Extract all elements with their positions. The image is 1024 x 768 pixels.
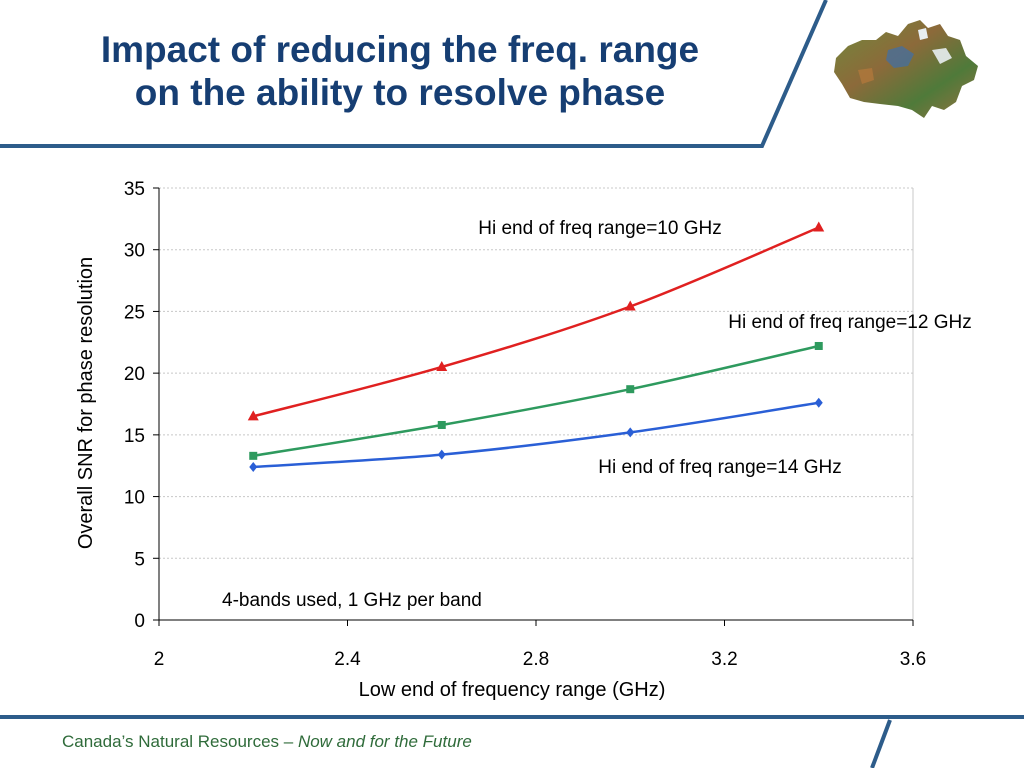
footer-rule bbox=[0, 715, 1024, 768]
point-s0-3 bbox=[813, 221, 825, 232]
header-rule bbox=[0, 0, 828, 148]
series-label-2: Hi end of freq range=14 GHz bbox=[598, 457, 841, 478]
y-tick-labels: 0 5 10 15 20 25 30 35 bbox=[124, 179, 145, 632]
x-tick-label-0: 2 bbox=[154, 649, 165, 670]
y-tick-label-0: 0 bbox=[134, 611, 145, 632]
annotation-0: 4-bands used, 1 GHz per band bbox=[222, 590, 482, 611]
y-tick-label-2: 10 bbox=[124, 488, 145, 509]
x-tick-label-4: 3.6 bbox=[900, 649, 926, 670]
point-s1-2 bbox=[626, 385, 635, 394]
canada-map-icon bbox=[834, 20, 978, 118]
x-tick-label-1: 2.4 bbox=[334, 649, 361, 670]
point-s2-3 bbox=[814, 397, 823, 408]
point-s2-0 bbox=[249, 461, 258, 472]
y-tick-label-6: 30 bbox=[124, 241, 145, 262]
x-tick-label-2: 2.8 bbox=[523, 649, 549, 670]
x-axis-label: Low end of frequency range (GHz) bbox=[359, 679, 666, 701]
series-labels: Hi end of freq range=10 GHz Hi end of fre… bbox=[222, 218, 972, 611]
y-axis-label: Overall SNR for phase resolution bbox=[75, 257, 97, 549]
series-label-1: Hi end of freq range=12 GHz bbox=[728, 312, 971, 333]
point-s1-3 bbox=[814, 341, 823, 350]
y-tick-label-4: 20 bbox=[124, 364, 145, 385]
point-s2-2 bbox=[626, 427, 635, 438]
slide-title-line1: Impact of reducing the freq. range bbox=[100, 29, 700, 70]
slide-title: Impact of reducing the freq. range on th… bbox=[0, 28, 800, 114]
point-s0-1 bbox=[436, 360, 448, 371]
y-tick-label-1: 5 bbox=[134, 549, 145, 570]
axes bbox=[153, 187, 914, 626]
point-s0-0 bbox=[247, 410, 259, 421]
slide-title-line2: on the ability to resolve phase bbox=[134, 72, 666, 113]
footer-main: Canada’s Natural Resources – bbox=[62, 732, 298, 751]
series-line-1 bbox=[253, 344, 820, 458]
series-line-2 bbox=[253, 401, 819, 469]
point-s1-0 bbox=[249, 451, 258, 460]
footer-text: Canada’s Natural Resources – Now and for… bbox=[62, 732, 472, 752]
series bbox=[247, 221, 825, 472]
y-tick-label-5: 25 bbox=[124, 302, 145, 323]
point-s1-1 bbox=[437, 420, 446, 429]
footer-italic: Now and for the Future bbox=[297, 732, 472, 751]
point-s2-1 bbox=[437, 449, 446, 460]
x-tick-labels: 2 2.4 2.8 3.2 3.6 bbox=[154, 649, 927, 670]
x-tick-label-3: 3.2 bbox=[711, 649, 737, 670]
grid-lines bbox=[159, 187, 914, 620]
y-tick-label-3: 15 bbox=[124, 426, 145, 447]
series-line-0 bbox=[252, 226, 820, 418]
y-tick-label-7: 35 bbox=[124, 179, 145, 200]
line-chart: 0 5 10 15 20 25 30 35 2 2.4 2.8 3.2 3.6 Hi end of f… bbox=[75, 179, 972, 701]
point-s0-2 bbox=[624, 300, 636, 311]
series-label-0: Hi end of freq range=10 GHz bbox=[478, 218, 721, 239]
